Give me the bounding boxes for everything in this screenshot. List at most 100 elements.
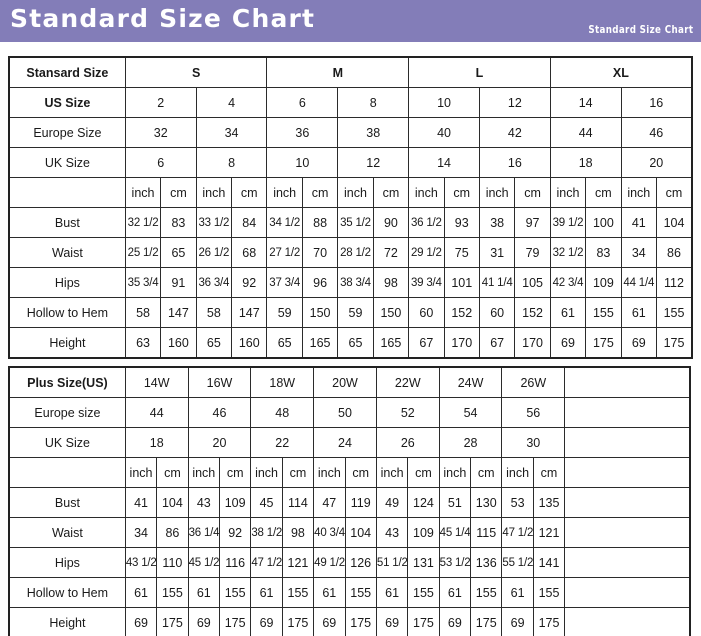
table-cell-inch: 32 1/2	[549, 237, 587, 268]
table-cell-cm: 68	[231, 237, 268, 268]
unit-header-inch: inch	[124, 457, 158, 488]
table-cell-inch: 43	[375, 517, 409, 548]
table-cell-cm: 75	[443, 237, 480, 268]
table-cell-cm: 72	[372, 237, 410, 268]
table-cell: 2	[124, 87, 197, 118]
standard-size-table: Stansard Size S M L XL US Size 2 4 6 8 10 12 14 16 Eur…	[8, 56, 693, 359]
table-cell-cm: 110	[156, 547, 189, 578]
table-row: Europe size 44 46 48 50 52 54 56	[8, 397, 691, 428]
row-label: Europe size	[8, 397, 126, 428]
table-cell-cm: 104	[344, 517, 377, 548]
table-cell-inch: 44 1/4	[620, 267, 658, 298]
table-cell-cm: 90	[372, 207, 410, 238]
table-row: Height 63 160 65 160 65 165 65 165 67 170 67 170 69 17…	[8, 327, 693, 359]
table-cell-cm: 86	[156, 517, 189, 548]
table-cell: 4	[195, 87, 268, 118]
table-cell-cm: 175	[532, 607, 566, 636]
table-cell-inch: 39 1/2	[549, 207, 587, 238]
table-cell-inch: 45 1/4	[438, 517, 472, 548]
row-label: Hollow to Hem	[8, 577, 126, 608]
table-cell-cm: 155	[218, 577, 252, 608]
table-row: Hips 43 1/2 110 45 1/2 116 47 1/2 121 49 1/2 126…	[8, 547, 691, 578]
table-cell-cm: 98	[281, 517, 315, 548]
table-cell: 54	[438, 397, 503, 428]
empty-cell	[564, 487, 691, 518]
table-cell-inch: 38 1/2	[250, 517, 283, 548]
unit-header-inch: inch	[408, 177, 445, 208]
unit-header-cm: cm	[514, 177, 551, 208]
table-cell-cm: 160	[160, 327, 197, 359]
empty-cell	[564, 577, 691, 608]
unit-header-inch: inch	[313, 457, 346, 488]
row-label: UK Size	[8, 147, 126, 178]
table-cell-cm: 98	[372, 267, 410, 298]
table-cell-inch: 51	[438, 487, 472, 518]
table-cell-inch: 53 1/2	[438, 547, 472, 578]
table-cell: 34	[195, 117, 268, 148]
table-cell-cm: 124	[407, 487, 440, 518]
unit-header-cm: cm	[156, 457, 189, 488]
table-cell-cm: 175	[656, 327, 693, 359]
table-cell-cm: 83	[160, 207, 197, 238]
table-cell-cm: 115	[470, 517, 503, 548]
table-cell-inch: 32 1/2	[124, 207, 162, 238]
table-row: Europe Size 32 34 36 38 40 42 44 46	[8, 117, 693, 148]
size-header: 24W	[438, 366, 503, 398]
table-cell-inch: 28 1/2	[337, 237, 374, 268]
table-cell-inch: 34	[124, 517, 158, 548]
unit-header-cm: cm	[443, 177, 480, 208]
table-cell-inch: 26 1/2	[195, 237, 233, 268]
table-cell-inch: 67	[478, 327, 516, 359]
table-cell: 10	[266, 147, 339, 178]
table-cell-inch: 65	[337, 327, 374, 359]
table-cell-inch: 58	[195, 297, 233, 328]
unit-header-cm: cm	[301, 177, 339, 208]
table-row: Waist 25 1/2 65 26 1/2 68 27 1/2 70 28 1/2 72 29 …	[8, 237, 693, 268]
table-cell-cm: 92	[218, 517, 252, 548]
table-cell-cm: 105	[514, 267, 551, 298]
table-cell-inch: 61	[375, 577, 409, 608]
unit-header-row: inch cm inch cm inch cm inch cm inch cm inch cm inch…	[8, 457, 691, 488]
table-cell-cm: 104	[656, 207, 693, 238]
table-cell-inch: 38	[478, 207, 516, 238]
table-cell-inch: 34 1/2	[266, 207, 303, 238]
table-cell-inch: 69	[313, 607, 346, 636]
unit-row-corner	[8, 177, 126, 208]
table-cell-inch: 40 3/4	[313, 517, 346, 548]
table-cell: 36	[266, 117, 339, 148]
unit-header-inch: inch	[620, 177, 658, 208]
table-cell: 56	[501, 397, 566, 428]
table-cell-cm: 65	[160, 237, 197, 268]
size-group-header: XL	[549, 56, 693, 88]
table-cell-cm: 83	[585, 237, 622, 268]
table-cell-inch: 69	[250, 607, 283, 636]
row-label: Waist	[8, 237, 126, 268]
table-cell: 40	[408, 117, 480, 148]
empty-cell	[564, 397, 691, 428]
unit-header-cm: cm	[231, 177, 268, 208]
table-cell: 8	[337, 87, 410, 118]
table-cell-cm: 155	[407, 577, 440, 608]
table-cell: 50	[313, 397, 377, 428]
table-cell-cm: 114	[281, 487, 315, 518]
table-cell-inch: 67	[408, 327, 445, 359]
table-cell-inch: 47 1/2	[250, 547, 283, 578]
table-cell-cm: 121	[532, 517, 566, 548]
size-header: 26W	[501, 366, 566, 398]
table-cell-cm: 130	[470, 487, 503, 518]
table-cell-cm: 155	[470, 577, 503, 608]
table-cell-cm: 119	[344, 487, 377, 518]
unit-header-cm: cm	[470, 457, 503, 488]
table-cell-inch: 61	[549, 297, 587, 328]
table-cell: 48	[250, 397, 315, 428]
table-cell-cm: 141	[532, 547, 566, 578]
empty-cell	[564, 457, 691, 488]
table-row: Height 69 175 69 175 69 175 69 175 69 175 69 175 69 17…	[8, 607, 691, 636]
table-cell: 30	[501, 427, 566, 458]
unit-header-inch: inch	[337, 177, 374, 208]
table-cell-cm: 175	[407, 607, 440, 636]
row-label: Hips	[8, 267, 126, 298]
row-label: Hips	[8, 547, 126, 578]
table-cell-cm: 150	[301, 297, 339, 328]
empty-cell	[564, 366, 691, 398]
